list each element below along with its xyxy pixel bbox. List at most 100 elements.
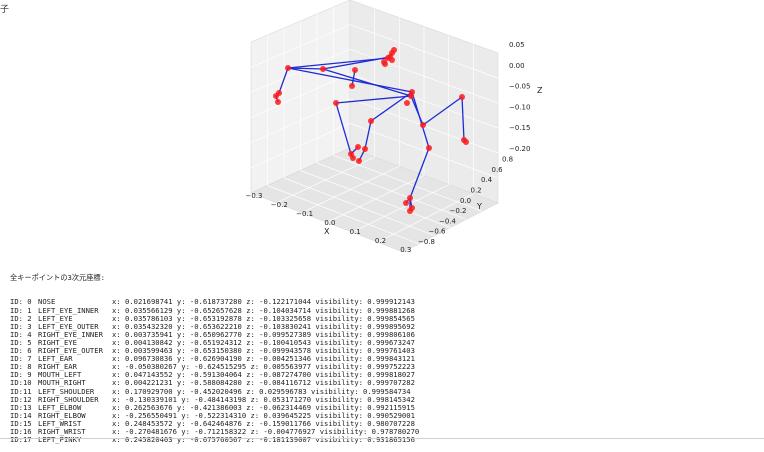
keypoint-marker [273, 93, 279, 99]
keypoint-list: ID: 0 NOSE x: 0.021698741 y: -0.618737280 … [10, 298, 750, 444]
y-tick-label: −0.8 [418, 238, 435, 246]
keypoint-id: ID: 6 [10, 346, 32, 356]
keypoint-values: x: 0.170929700 y: -0.452020496 z: 0.0295… [112, 386, 411, 396]
keypoint-row: ID: 6 RIGHT_EYE_OUTER x: 0.003599463 y: -0… [10, 346, 750, 356]
keypoint-marker [403, 200, 409, 206]
keypoint-marker [420, 122, 426, 128]
y-axis-label: Y [476, 202, 482, 211]
keypoint-name: MOUTH_RIGHT [38, 378, 86, 388]
keypoint-values: x: 0.021698741 y: -0.618737280 z: -0.122… [112, 297, 415, 307]
bone-line [335, 95, 412, 104]
keypoint-row: ID:14 RIGHT_ELBOW x: -0.256550491 y: -0.52… [10, 410, 750, 420]
pose-3d-plot: −0.3−0.2−0.10.00.10.20.3 −0.8−0.6−0.4−0.… [246, 0, 543, 254]
keypoint-values: x: -0.256550491 y: -0.522314310 z: 0.039… [112, 410, 415, 420]
keypoint-id: ID: 5 [10, 337, 32, 347]
z-tick-label: 0.05 [509, 41, 525, 49]
bone-line [287, 57, 389, 69]
keypoint-name: RIGHT_EYE [38, 337, 77, 347]
keypoint-row: ID: 7 LEFT_EAR x: 0.096730836 y: -0.626904… [10, 355, 750, 363]
x-tick-labels: −0.3 −0.2 −0.1 0.0 0.1 0.2 0.3 [246, 192, 412, 254]
keypoint-id: ID:17 [10, 435, 32, 445]
keypoint-id: ID:15 [10, 418, 32, 428]
keypoint-id: ID: 7 [10, 354, 32, 364]
keypoint-row: ID: 9 MOUTH_LEFT x: 0.047143552 y: -0.5913… [10, 371, 750, 379]
keypoint-marker [407, 208, 413, 214]
keypoint-marker [285, 65, 291, 71]
keypoint-values: x: 0.035432320 y: -0.653622210 z: -0.103… [112, 321, 415, 331]
keypoint-values: x: -0.130339101 y: -0.484143198 z: 0.053… [112, 394, 415, 404]
y-tick-label: −0.2 [450, 207, 467, 215]
keypoint-row: ID:16 RIGHT_WRIST x: -0.270481676 y: -0.71… [10, 426, 750, 436]
keypoint-marker [426, 145, 432, 151]
keypoint-marker [350, 155, 356, 161]
bone-line [422, 96, 463, 126]
keypoint-name: LEFT_SHOULDER [38, 386, 95, 396]
keypoint-marker [352, 67, 358, 73]
z-tick-label: −0.20 [509, 145, 530, 153]
keypoint-marker [391, 47, 397, 53]
grid-line [349, 24, 499, 79]
keypoint-marker [404, 100, 410, 106]
keypoint-id: ID: 3 [10, 321, 32, 331]
keypoint-id: ID:16 [10, 426, 32, 436]
keypoint-values: x: 0.003599463 y: -0.653150380 z: -0.099… [112, 346, 415, 356]
keypoint-values: x: 0.003735941 y: -0.650962770 z: -0.099… [112, 329, 415, 339]
keypoint-row: ID:13 LEFT_ELBOW x: 0.262563676 y: -0.4213… [10, 402, 750, 412]
keypoint-row: ID:17 LEFT_PINKY x: 0.245820403 y: -0.6757… [10, 435, 750, 445]
keypoint-marker [333, 100, 339, 106]
keypoint-marker [382, 61, 388, 67]
keypoint-name: LEFT_EYE_OUTER [38, 321, 99, 331]
y-tick-label: 0.8 [502, 156, 513, 164]
keypoint-marker [385, 55, 391, 61]
keypoint-marker [356, 158, 362, 164]
keypoint-name: LEFT_ELBOW [38, 402, 82, 412]
keypoint-row: ID:12 RIGHT_SHOULDER x: -0.130339101 y: -0… [10, 394, 750, 404]
keypoint-values: x: -0.270481676 y: -0.712158322 z: -0.00… [112, 426, 420, 436]
keypoint-marker [409, 89, 415, 95]
keypoint-name: RIGHT_SHOULDER [38, 394, 99, 404]
keypoint-id: ID: 8 [10, 362, 32, 372]
keypoint-marker [355, 144, 361, 150]
x-tick-label: 0.3 [400, 246, 411, 254]
keypoint-marker [407, 195, 413, 201]
keypoint-id: ID: 0 [10, 297, 32, 307]
keypoint-name: LEFT_PINKY [38, 435, 82, 445]
keypoint-id: ID:11 [10, 386, 32, 396]
keypoint-values: x: 0.035786103 y: -0.653192878 z: -0.103… [112, 313, 415, 323]
keypoint-name: RIGHT_ELBOW [38, 410, 86, 420]
keypoint-marker [320, 66, 326, 72]
z-tick-label: −0.10 [509, 103, 530, 111]
keypoint-values: x: 0.035566129 y: -0.652657628 z: -0.104… [112, 305, 415, 315]
x-tick-label: 0.2 [375, 237, 386, 245]
keypoint-marker [459, 94, 465, 100]
keypoint-marker [463, 139, 469, 145]
keypoint-name: RIGHT_EYE_INNER [38, 329, 103, 339]
keypoint-marker [368, 118, 374, 124]
keypoint-name: LEFT_EAR [38, 354, 73, 364]
grid-line [250, 98, 351, 143]
skeleton-lines [275, 52, 467, 211]
bone-line [287, 67, 413, 93]
z-axis-label: Z [537, 86, 543, 95]
keypoint-row: ID: 1 LEFT_EYE_INNER x: 0.035566129 y: -0.… [10, 305, 750, 315]
keypoint-row: ID: 2 LEFT_EYE x: 0.035786103 y: -0.653192… [10, 313, 750, 323]
keypoint-id: ID: 9 [10, 370, 32, 380]
grid-line [250, 73, 351, 118]
keypoint-id: ID:14 [10, 410, 32, 420]
keypoint-id: ID:13 [10, 402, 32, 412]
bone-line [287, 67, 324, 70]
x-tick-label: 0.1 [350, 228, 361, 236]
y-tick-label: 0.2 [471, 187, 482, 195]
z-tick-label: −0.05 [509, 83, 530, 91]
x-axis-label: X [324, 227, 330, 236]
keypoint-row: ID: 8 RIGHT_EAR x: -0.050380267 y: -0.6245… [10, 363, 750, 371]
bone-line [335, 102, 352, 155]
bone-line [278, 67, 289, 94]
z-tick-label: −0.15 [509, 124, 530, 132]
keypoint-row: ID:11 LEFT_SHOULDER x: 0.170929700 y: -0.4… [10, 386, 750, 396]
keypoint-row: ID: 4 RIGHT_EYE_INNER x: 0.003735941 y: -0… [10, 329, 750, 339]
keypoint-values: x: 0.004221231 y: -0.588084280 z: -0.084… [112, 378, 415, 388]
keypoint-id: ID: 1 [10, 305, 32, 315]
z-tick-label: 0.00 [509, 62, 525, 70]
keypoint-marker [275, 99, 281, 105]
